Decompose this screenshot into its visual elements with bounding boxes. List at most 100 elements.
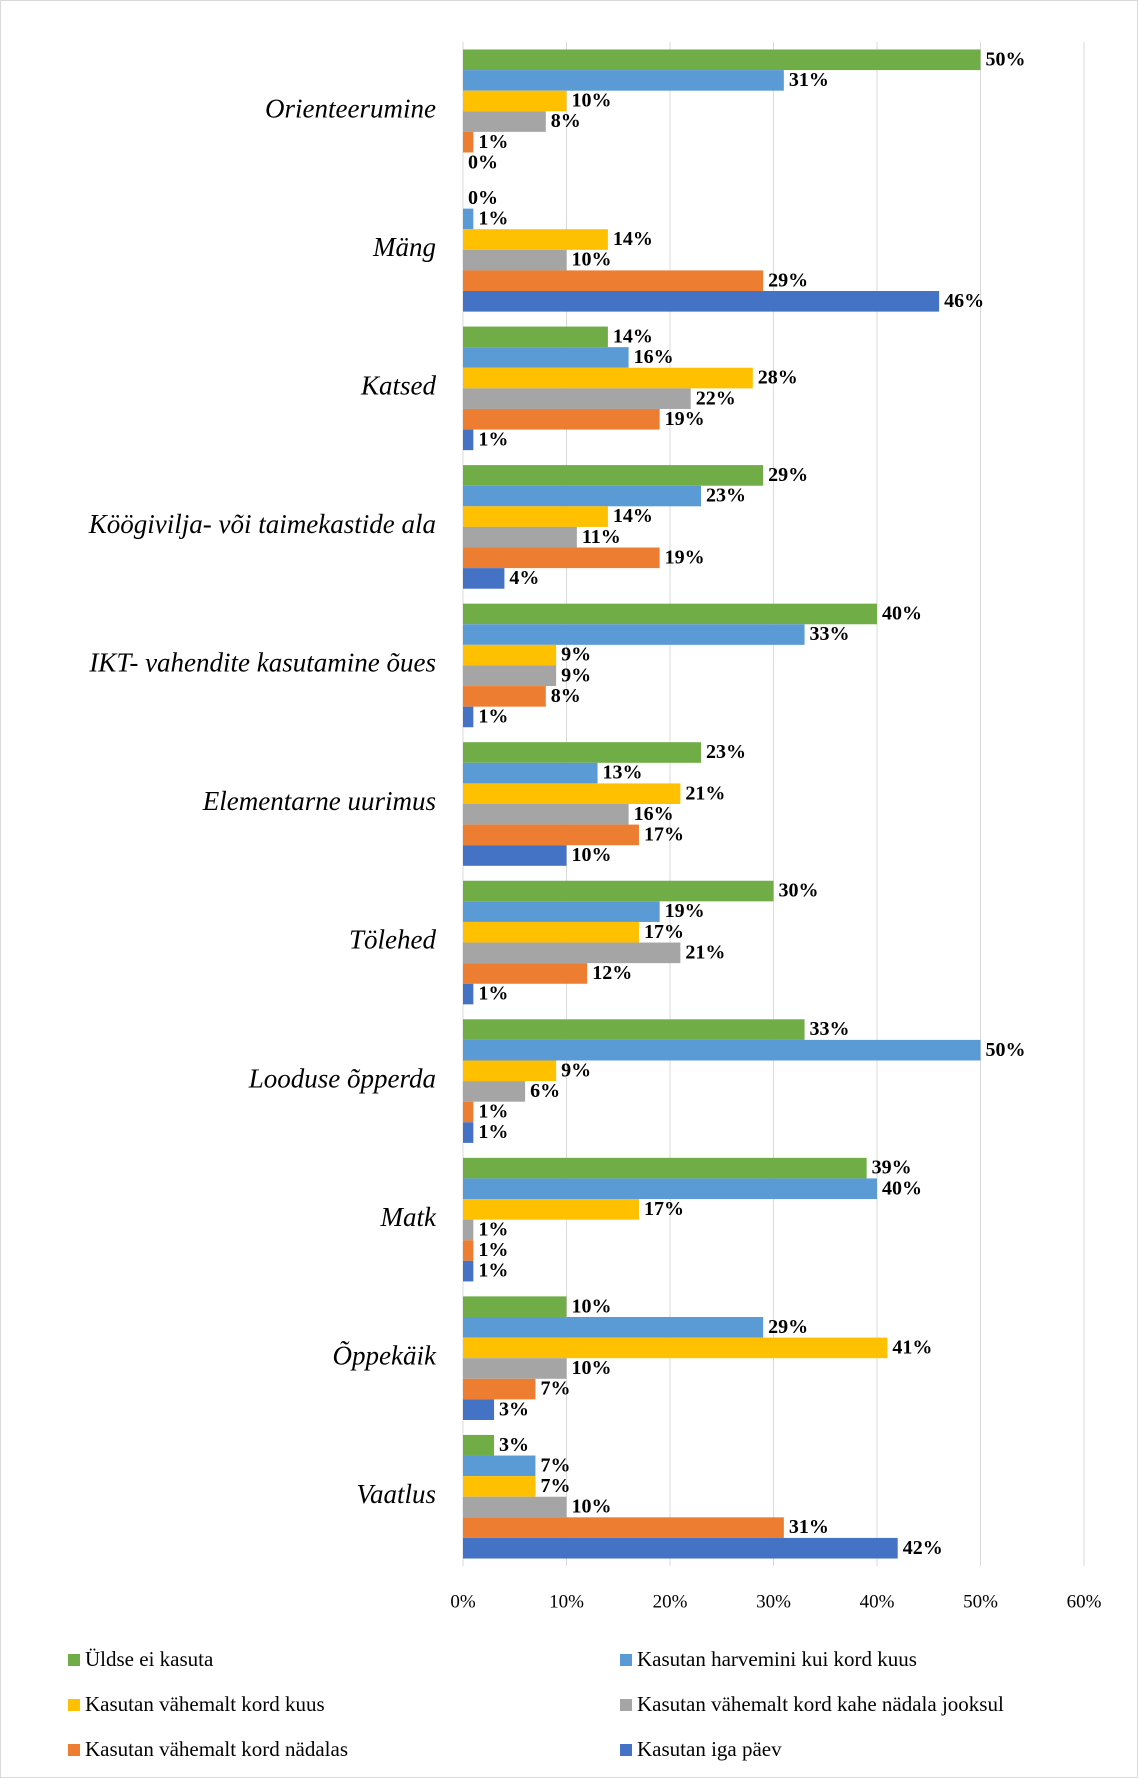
bar [463, 131, 474, 153]
data-label: 3% [499, 1434, 529, 1456]
bar [463, 1455, 536, 1477]
data-label: 1% [478, 131, 508, 153]
data-label: 28% [758, 367, 798, 389]
bar [463, 824, 639, 846]
legend-label: Kasutan iga päev [637, 1737, 782, 1761]
data-label: 14% [613, 325, 653, 347]
data-label: 7% [540, 1378, 570, 1400]
data-label: 1% [478, 1260, 508, 1282]
data-label: 21% [685, 941, 725, 963]
data-label: 0% [468, 151, 498, 173]
bar [463, 465, 764, 486]
bar [463, 547, 660, 569]
bar [463, 783, 681, 804]
x-tick-label: 30% [756, 1591, 791, 1612]
legend-label: Kasutan vähemalt kord kuus [85, 1692, 325, 1716]
data-label: 10% [572, 249, 612, 271]
x-tick-label: 60% [1067, 1591, 1102, 1612]
bar [463, 1101, 474, 1123]
data-label: 39% [872, 1157, 912, 1179]
category-label: Mäng [372, 232, 436, 262]
data-label: 10% [572, 90, 612, 112]
data-label: 1% [478, 706, 508, 728]
data-label: 50% [986, 48, 1026, 70]
data-label: 7% [540, 1475, 570, 1497]
x-tick-label: 20% [653, 1591, 688, 1612]
data-label: 19% [665, 408, 705, 430]
legend-label: Kasutan harvemini kui kord kuus [637, 1647, 917, 1671]
bar [463, 762, 598, 784]
bar [463, 49, 981, 71]
legend-swatch [620, 1654, 632, 1666]
data-label: 13% [603, 762, 643, 784]
data-label: 50% [986, 1039, 1026, 1061]
data-label: 9% [561, 1059, 591, 1081]
bar [463, 208, 474, 230]
data-label: 29% [768, 269, 808, 291]
data-label: 19% [665, 900, 705, 922]
data-label: 14% [613, 505, 653, 527]
data-label: 0% [468, 187, 498, 209]
data-label: 23% [706, 485, 746, 507]
category-label: Elementarne uurimus [202, 786, 436, 816]
bar [463, 963, 588, 984]
bar [463, 485, 702, 507]
bar [463, 1537, 898, 1559]
legend-swatch [68, 1699, 80, 1711]
bar [463, 1378, 536, 1400]
bar [463, 706, 474, 728]
data-label: 29% [768, 1316, 808, 1338]
x-tick-label: 10% [549, 1591, 584, 1612]
bar [463, 526, 577, 548]
bar [463, 1081, 526, 1102]
data-label: 40% [882, 603, 922, 625]
data-label: 9% [561, 664, 591, 686]
data-label: 1% [478, 1121, 508, 1143]
bar [463, 270, 764, 292]
bar [463, 408, 660, 430]
bar [463, 111, 546, 132]
bar [463, 603, 877, 625]
x-tick-label: 50% [963, 1591, 998, 1612]
category-label: Õppekäik [333, 1340, 437, 1370]
data-label: 17% [644, 921, 684, 943]
bar [463, 880, 774, 902]
data-label: 10% [572, 1295, 612, 1317]
data-label: 30% [779, 880, 819, 902]
bar [463, 1260, 474, 1282]
data-label: 42% [903, 1537, 943, 1559]
bar [463, 644, 557, 666]
bar [463, 326, 608, 348]
bar [463, 1122, 474, 1143]
data-label: 1% [478, 1101, 508, 1123]
data-label: 7% [540, 1454, 570, 1476]
legend-swatch [68, 1654, 80, 1666]
bar [463, 1019, 805, 1040]
bar [463, 1517, 784, 1538]
bar [463, 1476, 536, 1497]
bar [463, 665, 557, 687]
bar [463, 90, 567, 112]
bar [463, 983, 474, 1005]
data-label: 10% [572, 1496, 612, 1518]
bar [463, 901, 660, 922]
bar [463, 1358, 567, 1379]
data-label: 17% [644, 823, 684, 845]
data-label: 11% [582, 526, 621, 548]
data-label: 10% [572, 1357, 612, 1379]
data-label: 8% [551, 110, 581, 132]
bar [463, 1434, 495, 1456]
data-label: 17% [644, 1198, 684, 1220]
bar [463, 70, 784, 91]
data-label: 1% [478, 983, 508, 1005]
bar [463, 367, 753, 389]
data-label: 8% [551, 685, 581, 707]
category-label: Orienteerumine [265, 93, 436, 123]
bar [463, 1240, 474, 1261]
category-label: Matk [380, 1202, 437, 1232]
bar [463, 921, 639, 943]
data-label: 1% [478, 1239, 508, 1261]
data-label: 40% [882, 1177, 922, 1199]
data-label: 10% [572, 844, 612, 866]
